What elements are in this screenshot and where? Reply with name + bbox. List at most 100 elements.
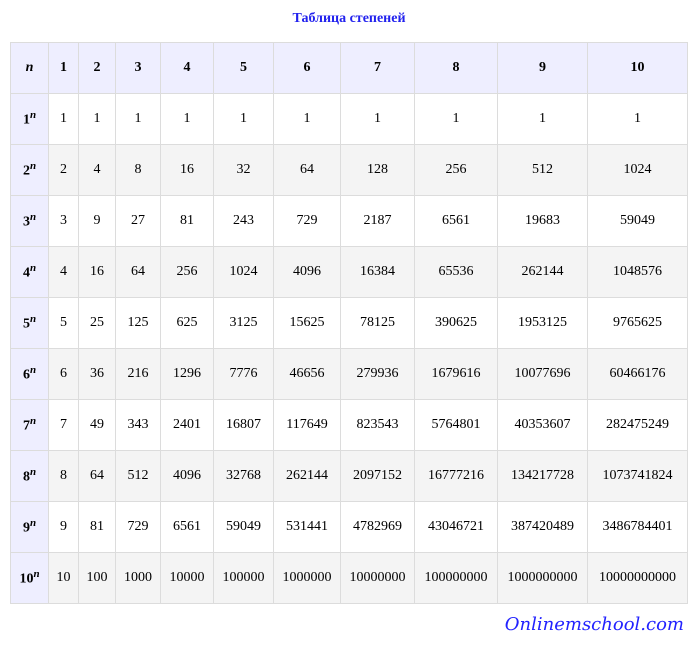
table-cell: 32768 bbox=[213, 450, 274, 502]
table-cell: 6561 bbox=[160, 501, 214, 553]
table-cell: 60466176 bbox=[587, 348, 688, 400]
table-row: 5n 5 25 125 625 3125 15625 78125 390625 1953125 97… bbox=[10, 297, 688, 349]
table-cell: 59049 bbox=[213, 501, 274, 553]
exponent: n bbox=[33, 568, 40, 581]
header-row: n 1 2 3 4 5 6 7 8 9 10 bbox=[10, 42, 688, 94]
table-cell: 64 bbox=[115, 246, 161, 298]
row-header: 1n bbox=[10, 93, 49, 145]
table-cell: 4782969 bbox=[340, 501, 415, 553]
table-cell: 2401 bbox=[160, 399, 214, 451]
table-cell: 27 bbox=[115, 195, 161, 247]
row-header: 9n bbox=[10, 501, 49, 553]
site-logo[interactable]: Onlinemschool.com bbox=[504, 614, 684, 635]
table-cell: 36 bbox=[78, 348, 116, 400]
table-cell: 16777216 bbox=[414, 450, 498, 502]
table-row: 2n 2 4 8 16 32 64 128 256 512 1024 bbox=[10, 144, 688, 196]
row-header: 6n bbox=[10, 348, 49, 400]
exponent: n bbox=[29, 466, 37, 479]
exponent: n bbox=[29, 364, 37, 377]
table-cell: 5 bbox=[48, 297, 79, 349]
table-cell: 1000000 bbox=[273, 552, 341, 604]
table-cell: 1953125 bbox=[497, 297, 588, 349]
exponent: n bbox=[29, 415, 37, 428]
table-cell: 40353607 bbox=[497, 399, 588, 451]
table-cell: 7776 bbox=[213, 348, 274, 400]
table-cell: 10 bbox=[48, 552, 79, 604]
table-cell: 46656 bbox=[273, 348, 341, 400]
column-header: 10 bbox=[587, 42, 688, 94]
table-cell: 1 bbox=[340, 93, 415, 145]
table-cell: 6 bbox=[48, 348, 79, 400]
table-cell: 256 bbox=[160, 246, 214, 298]
table-cell: 49 bbox=[78, 399, 116, 451]
table-cell: 262144 bbox=[497, 246, 588, 298]
table-row: 8n 8 64 512 4096 32768 262144 2097152 16777216 13… bbox=[10, 450, 688, 502]
table-row: 3n 3 9 27 81 243 729 2187 6561 19683 59049 bbox=[10, 195, 688, 247]
table-cell: 531441 bbox=[273, 501, 341, 553]
table-cell: 7 bbox=[48, 399, 79, 451]
page-title: Таблица степеней bbox=[292, 11, 406, 26]
table-cell: 100000 bbox=[213, 552, 274, 604]
table-cell: 8 bbox=[48, 450, 79, 502]
table-cell: 8 bbox=[115, 144, 161, 196]
table-row: 9n 9 81 729 6561 59049 531441 4782969 43046721 38… bbox=[10, 501, 688, 553]
table-row: 1n 1 1 1 1 1 1 1 1 1 1 bbox=[10, 93, 688, 145]
table-cell: 1 bbox=[213, 93, 274, 145]
base: 10 bbox=[19, 571, 34, 587]
table-cell: 1024 bbox=[213, 246, 274, 298]
table-cell: 81 bbox=[160, 195, 214, 247]
row-header: 7n bbox=[10, 399, 49, 451]
table-cell: 729 bbox=[115, 501, 161, 553]
table-cell: 343 bbox=[115, 399, 161, 451]
exponent: n bbox=[29, 517, 37, 530]
column-header: 4 bbox=[160, 42, 214, 94]
table-cell: 3486784401 bbox=[587, 501, 688, 553]
table-cell: 1073741824 bbox=[587, 450, 688, 502]
base: 9 bbox=[22, 520, 30, 536]
table-cell: 5764801 bbox=[414, 399, 498, 451]
row-header: 5n bbox=[10, 297, 49, 349]
table-cell: 16384 bbox=[340, 246, 415, 298]
table-cell: 390625 bbox=[414, 297, 498, 349]
table-cell: 387420489 bbox=[497, 501, 588, 553]
table-cell: 1 bbox=[115, 93, 161, 145]
table-cell: 100000000 bbox=[414, 552, 498, 604]
table-cell: 282475249 bbox=[587, 399, 688, 451]
table-cell: 19683 bbox=[497, 195, 588, 247]
table-cell: 43046721 bbox=[414, 501, 498, 553]
table-cell: 3 bbox=[48, 195, 79, 247]
base: 7 bbox=[22, 418, 30, 434]
table-cell: 64 bbox=[78, 450, 116, 502]
exponent: n bbox=[29, 160, 37, 173]
table-cell: 125 bbox=[115, 297, 161, 349]
table-cell: 10000000000 bbox=[587, 552, 688, 604]
table-cell: 1000000000 bbox=[497, 552, 588, 604]
table-cell: 134217728 bbox=[497, 450, 588, 502]
table-cell: 81 bbox=[78, 501, 116, 553]
table-cell: 512 bbox=[497, 144, 588, 196]
table-cell: 279936 bbox=[340, 348, 415, 400]
table-cell: 9 bbox=[78, 195, 116, 247]
table-cell: 1000 bbox=[115, 552, 161, 604]
table-cell: 2097152 bbox=[340, 450, 415, 502]
table-row: 4n 4 16 64 256 1024 4096 16384 65536 262144 104857… bbox=[10, 246, 688, 298]
table-cell: 823543 bbox=[340, 399, 415, 451]
column-header: 6 bbox=[273, 42, 341, 94]
table-cell: 1 bbox=[273, 93, 341, 145]
column-header: 5 bbox=[213, 42, 274, 94]
table-row: 6n 6 36 216 1296 7776 46656 279936 1679616 100776… bbox=[10, 348, 688, 400]
table-cell: 1 bbox=[78, 93, 116, 145]
table-cell: 512 bbox=[115, 450, 161, 502]
table-cell: 1048576 bbox=[587, 246, 688, 298]
table-cell: 3125 bbox=[213, 297, 274, 349]
table-cell: 262144 bbox=[273, 450, 341, 502]
table-cell: 16807 bbox=[213, 399, 274, 451]
table-cell: 4096 bbox=[273, 246, 341, 298]
exponent: n bbox=[29, 109, 37, 122]
table-cell: 25 bbox=[78, 297, 116, 349]
table-cell: 243 bbox=[213, 195, 274, 247]
base: 6 bbox=[22, 367, 30, 383]
table-cell: 65536 bbox=[414, 246, 498, 298]
table-cell: 1 bbox=[160, 93, 214, 145]
table-cell: 6561 bbox=[414, 195, 498, 247]
